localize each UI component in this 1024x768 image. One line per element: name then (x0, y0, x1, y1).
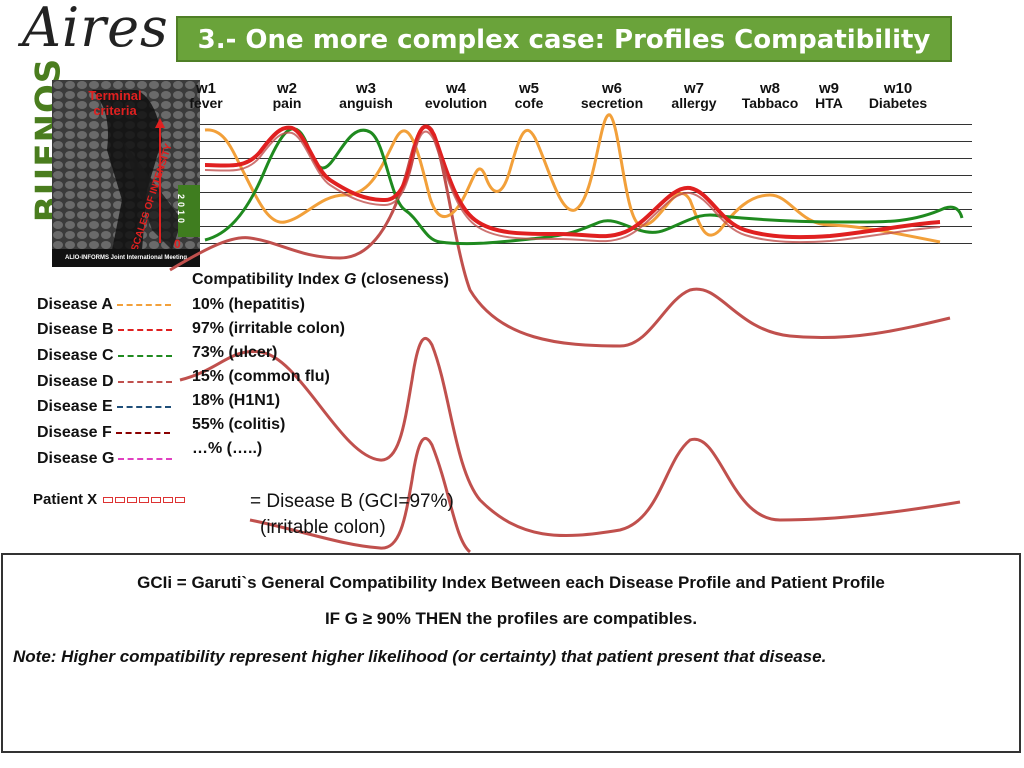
week-code: w2 (276, 80, 297, 97)
week-symptom: secretion (580, 95, 644, 111)
week-code: w6 (601, 80, 622, 97)
compatibility-threshold: IF G ≥ 90% THEN the profiles are compati… (324, 609, 698, 628)
disease-b-dash (117, 328, 172, 331)
week-code: w5 (518, 80, 539, 97)
year-tag: 2010 (176, 185, 200, 237)
week-code: w7 (683, 80, 704, 97)
compat-value-d: 15% (common flu) (192, 368, 330, 385)
patient-dash-icon (101, 491, 186, 508)
disease-row-g: Disease G (37, 450, 173, 468)
week-symptom: evolution (424, 95, 488, 111)
disease-row-d: Disease D (37, 373, 172, 391)
week-symptom: allergy (671, 95, 717, 111)
photo-panel (52, 80, 200, 250)
compatibility-index-title: Compatibility Index G (closeness) (192, 271, 449, 289)
compat-value-b: 97% (irritable colon) (192, 320, 345, 337)
grid-line (200, 124, 972, 125)
week-symptom: anguish (339, 95, 393, 111)
photo-caption: ALIO-INFORMS Joint International Meeting (52, 249, 200, 267)
disease-d-dash (117, 380, 172, 383)
definition-box: GCIi = Garuti`s General Compatibility In… (1, 553, 1021, 753)
week-header-w3: w3 anguish (330, 81, 402, 111)
week-code: w1 (195, 80, 216, 97)
week-code: w8 (759, 80, 780, 97)
week-header-w4: w4 evolution (416, 81, 496, 111)
disease-name: Disease E (37, 398, 113, 415)
week-symptom: Diabetes (868, 95, 928, 111)
disease-name: Disease F (37, 424, 112, 441)
disease-row-c: Disease C (37, 347, 172, 365)
compat-value-f: 55% (colitis) (192, 416, 286, 433)
week-header-w9: w9 HTA (810, 81, 848, 111)
compat-value-g: …% (…..) (192, 440, 263, 457)
week-symptom: HTA (815, 95, 843, 111)
week-header-w1: w1 fever (186, 81, 226, 111)
compatibility-suffix: (closeness) (360, 271, 449, 288)
week-symptom: cofe (514, 95, 544, 111)
result-line-2: (irritable colon) (260, 517, 386, 538)
compat-value-e: 18% (H1N1) (192, 392, 281, 409)
compat-value-a: 10% (hepatitis) (192, 296, 305, 313)
disease-row-e: Disease E (37, 398, 171, 416)
disease-a-dash (116, 303, 171, 306)
week-header-w6: w6 secretion (570, 81, 654, 111)
disease-name: Disease G (37, 450, 115, 467)
patient-profile-curve (249, 437, 472, 554)
grid-line (200, 158, 972, 159)
disease-e-dash (116, 405, 171, 408)
slide-title: 3.- One more complex case: Profiles Comp… (176, 16, 952, 62)
disease-name: Disease A (37, 296, 113, 313)
week-symptom: Tabbaco (741, 95, 799, 111)
week-code: w3 (355, 80, 376, 97)
week-header-w5: w5 cofe (508, 81, 550, 111)
compatibility-title-text: Compatibility Index (192, 271, 340, 288)
disease-name: Disease C (37, 347, 114, 364)
week-symptom: fever (189, 95, 223, 111)
result-text: = Disease B (GCI=97%) (irritable colon) (250, 489, 454, 541)
compat-value-c: 73% (ulcer) (192, 344, 278, 361)
disease-c-dash (117, 354, 172, 357)
week-header-w7: w7 allergy (664, 81, 724, 111)
disease-name: Disease D (37, 373, 114, 390)
tango-photo-icon (52, 80, 200, 250)
zero-label: 0 (174, 237, 181, 251)
patient-x-row: Patient X (33, 491, 186, 508)
disease-g-dash (118, 457, 173, 460)
grid-line (200, 209, 972, 210)
patient-profile-curve (169, 124, 951, 348)
week-header-w8: w8 Tabbaco (734, 81, 806, 111)
note-text: Note: Higher compatibility represent hig… (13, 647, 827, 666)
compatibility-symbol: G (344, 271, 357, 288)
grid-line (200, 243, 972, 244)
grid-line (200, 141, 972, 142)
terminal-criteria-label: Terminal criteria (88, 88, 142, 118)
patient-label: Patient X (33, 491, 98, 508)
week-header-w10: w10 Diabetes (858, 81, 938, 111)
disease-b-curve (204, 124, 941, 240)
week-code: w10 (883, 80, 913, 97)
disease-name: Disease B (37, 321, 114, 338)
disease-row-f: Disease F (37, 424, 170, 442)
grid-line (200, 175, 972, 176)
disease-f-dash (115, 431, 170, 434)
disease-row-a: Disease A (37, 296, 171, 314)
result-line-1: = Disease B (GCI=97%) (250, 491, 454, 512)
week-code: w4 (445, 80, 466, 97)
logo-aires: Aires (22, 0, 169, 59)
week-symptom: pain (272, 95, 302, 111)
gci-definition: GCIi = Garuti`s General Compatibility In… (137, 573, 885, 592)
disease-row-b: Disease B (37, 321, 172, 339)
intensity-arrow-icon (155, 118, 165, 243)
week-header-w2: w2 pain (262, 81, 312, 111)
week-code: w9 (818, 80, 839, 97)
patient-profile-curve (179, 337, 961, 538)
disease-b-shadow-curve (204, 130, 941, 244)
